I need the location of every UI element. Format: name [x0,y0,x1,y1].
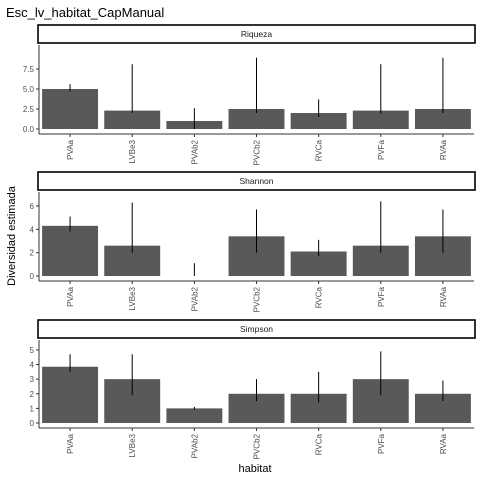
x-axis-label: habitat [238,463,271,475]
facet-strip-label: Riqueza [241,29,272,39]
facet-strip-label: Shannon [239,176,273,186]
y-tick-label: 2 [30,249,35,258]
y-tick-label: 6 [30,202,35,211]
bar-LVBe3 [104,110,161,129]
x-tick-label: LVBe3 [128,139,137,163]
x-tick-label: PVFa [377,286,386,307]
y-tick-label: 0 [30,419,35,428]
y-tick-label: 0 [30,272,35,281]
y-tick-label: 4 [30,361,35,370]
facet-panels: Riqueza 0.0 2.5 5.0 7.5 PVAa LVBe3 PVAb2 PVCb2 RV… [23,24,476,459]
facet-panel-shannon: Shannon 0 2 4 6 PVAa LVBe3 PVAb2 PVCb2 RVCa PVFa RV… [30,171,476,312]
y-tick-label: 5.0 [23,85,35,94]
bar-PVAa [42,89,99,129]
x-tick-label: PVAb2 [190,433,199,458]
x-tick-label: LVBe3 [128,286,137,310]
bar-RVAa [414,109,471,129]
chart-title: Esc_lv_habitat_CapManual [6,5,164,20]
x-tick-label: PVCb2 [253,433,262,459]
facet-strip [37,24,476,44]
bar-PVAa [42,366,99,423]
x-tick-label: PVAb2 [190,139,199,164]
bar-PVAb2 [166,408,223,423]
y-tick-label: 0.0 [23,125,35,134]
bar-PVAa [42,225,99,276]
bar-PVFa [352,110,409,129]
x-tick-label: PVFa [377,139,386,160]
bar-RVCa [290,113,347,129]
y-tick-label: 5 [30,346,35,355]
facet-strip-label: Simpson [240,324,273,334]
x-tick-label: PVCb2 [253,286,262,312]
facet-panel-riqueza: Riqueza 0.0 2.5 5.0 7.5 PVAa LVBe3 PVAb2 PVCb2 RV… [23,24,476,165]
x-tick-label: RVCa [315,433,324,455]
y-tick-label: 1 [30,404,35,413]
x-tick-label: RVCa [315,139,324,161]
x-tick-label: PVCb2 [253,139,262,165]
x-tick-label: PVAa [66,286,75,306]
x-tick-label: RVAa [439,433,448,454]
bar-PVCb2 [228,109,285,129]
y-tick-label: 7.5 [23,65,35,74]
facet-panel-simpson: Simpson 0 1 2 3 4 5 PVAa LVBe3 PVAb2 PVCb2 RVCa PVFa… [30,319,476,459]
facet-strip [37,171,476,191]
facet-strip [37,319,476,339]
x-tick-label: RVCa [315,286,324,308]
x-tick-label: RVAa [439,139,448,160]
x-tick-label: PVAa [66,433,75,453]
x-tick-label: PVFa [377,433,386,454]
y-axis-label: Diversidad estimada [6,185,18,286]
x-tick-label: LVBe3 [128,433,137,457]
x-tick-label: RVAa [439,286,448,307]
y-tick-label: 3 [30,375,35,384]
x-tick-label: PVAb2 [190,286,199,311]
y-tick-label: 2 [30,390,35,399]
y-tick-label: 4 [30,225,35,234]
x-tick-label: PVAa [66,139,75,159]
y-tick-label: 2.5 [23,105,35,114]
